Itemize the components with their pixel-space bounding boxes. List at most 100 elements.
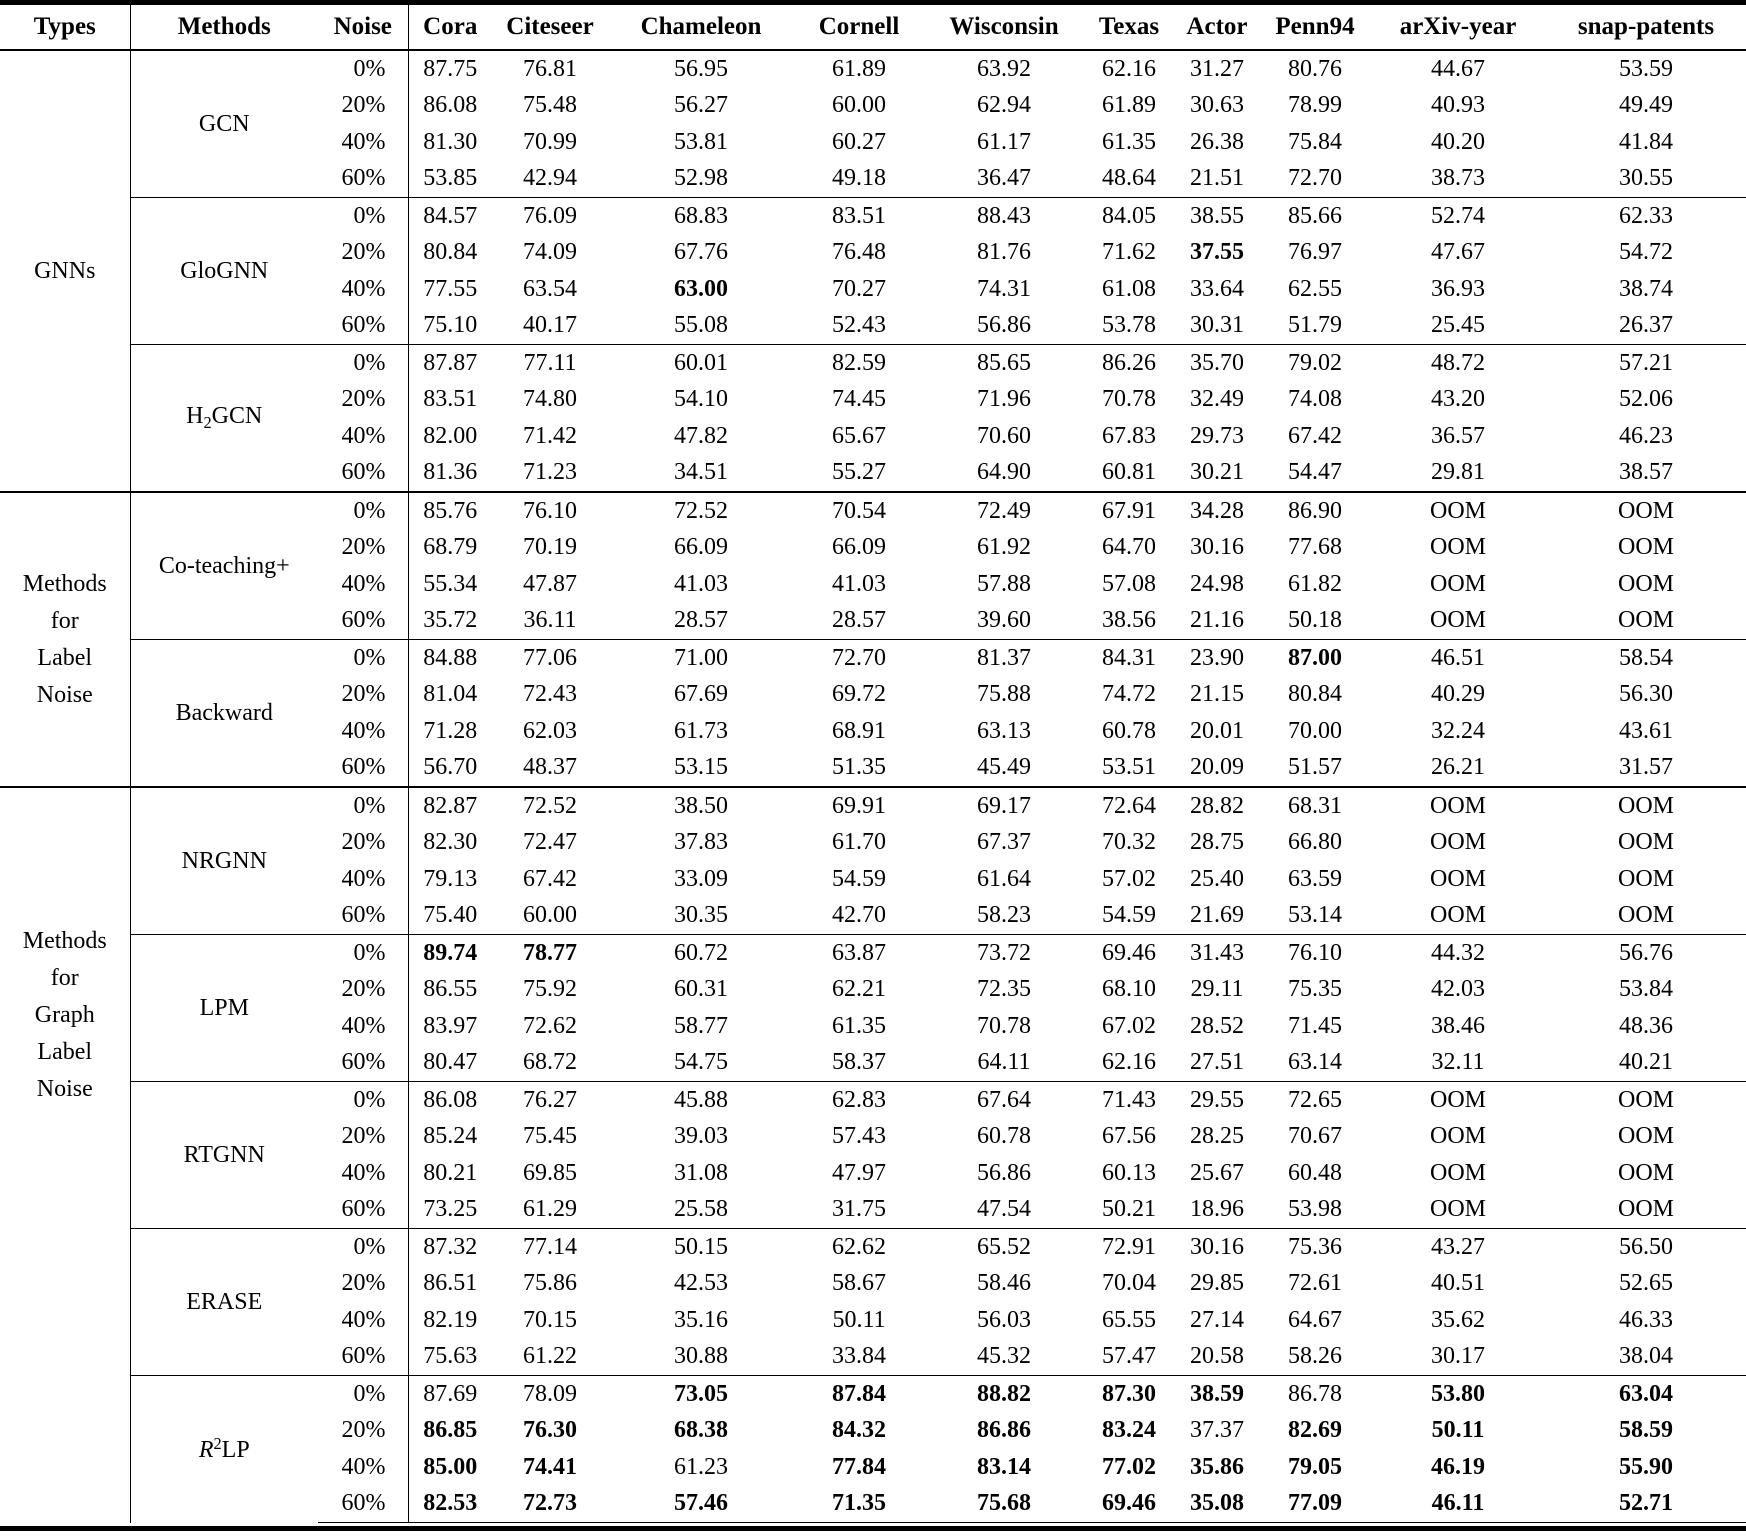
value-cell: 47.82: [674, 422, 728, 449]
value-cell: 58.46: [977, 1270, 1031, 1297]
noise-cell: 40%: [318, 566, 409, 603]
results-table: Types Methods Noise Cora Citeseer Chameleon Co…: [0, 5, 1746, 1523]
value-cell: 77.68: [1288, 534, 1342, 561]
column-header-citeseer: Citeseer: [492, 5, 608, 51]
value-cell: 61.35: [832, 1012, 886, 1039]
noise-cell: 20%: [318, 234, 409, 271]
value-cell: 26.38: [1190, 128, 1244, 155]
value-cell: 53.81: [674, 128, 728, 155]
value-cell: OOM: [1617, 534, 1674, 561]
table-row: Methods for Graph Label Noise NRGNN 0% 82.87 72.…: [0, 786, 1746, 1523]
value-cell: OOM: [1429, 1123, 1486, 1150]
value-cell: 28.57: [674, 607, 728, 634]
value-cell: 83.14: [977, 1453, 1031, 1480]
value-cell: 70.00: [1288, 717, 1342, 744]
value-cell: 71.42: [523, 422, 577, 449]
value-cell: 51.57: [1288, 754, 1342, 781]
value-cell: 20.58: [1190, 1343, 1244, 1370]
value-cell: 80.84: [1288, 681, 1342, 708]
value-cell: 67.64: [924, 1081, 1084, 1119]
value-cell: 60.00: [523, 902, 577, 929]
value-cell: 41.03: [674, 570, 728, 597]
noise-cell: 0%: [318, 491, 409, 530]
value-cell: 57.08: [1102, 570, 1156, 597]
value-cell: 48.72: [1370, 344, 1546, 382]
value-cell: 31.43: [1174, 934, 1260, 972]
value-cell: 72.73: [492, 1485, 608, 1523]
table-row: 20% 82.30 72.47 37.83 61.70 67.37 70.32 28.75 66…: [0, 824, 1746, 861]
value-cell: 84.57: [408, 197, 492, 235]
value-cell: 30.63: [1190, 92, 1244, 119]
noise-cell: 40%: [318, 1302, 409, 1339]
column-header-arxiv-year: arXiv-year: [1370, 5, 1546, 51]
value-cell: 70.67: [1288, 1123, 1342, 1150]
value-cell: 55.27: [832, 459, 886, 486]
value-cell: 71.35: [794, 1485, 924, 1523]
value-cell: 64.90: [977, 459, 1031, 486]
value-cell: 31.08: [674, 1159, 728, 1186]
column-header-actor: Actor: [1174, 5, 1260, 51]
value-cell: 46.19: [1431, 1453, 1485, 1480]
value-cell: 20.01: [1190, 717, 1244, 744]
value-cell: 68.38: [674, 1417, 728, 1444]
method-name-part: ERASE: [186, 1288, 263, 1315]
value-cell: OOM: [1370, 1081, 1546, 1119]
column-header-texas: Texas: [1084, 5, 1174, 51]
value-cell: 45.49: [977, 754, 1031, 781]
value-cell: 67.83: [1102, 422, 1156, 449]
method-cell: H2GCN: [130, 344, 318, 492]
value-cell: 78.09: [492, 1375, 608, 1413]
method-cell: GCN: [130, 50, 318, 198]
value-cell: 62.83: [794, 1081, 924, 1119]
noise-cell: 0%: [318, 1375, 409, 1413]
noise-cell: 40%: [318, 271, 409, 308]
value-cell: OOM: [1617, 865, 1674, 892]
value-cell: 74.08: [1288, 386, 1342, 413]
value-cell: 47.97: [832, 1159, 886, 1186]
value-cell: 50.21: [1102, 1196, 1156, 1223]
value-cell: 86.08: [423, 92, 478, 119]
value-cell: 44.32: [1370, 934, 1546, 972]
table-row: RTGNN 0% 86.08 76.27 45.88 62.83 67.64 71.43 29.…: [0, 1081, 1746, 1229]
value-cell: 60.48: [1288, 1159, 1342, 1186]
value-cell: 46.11: [1370, 1485, 1546, 1523]
noise-cell: 60%: [318, 897, 409, 935]
value-cell: 61.73: [674, 717, 728, 744]
value-cell: 86.26: [1084, 344, 1174, 382]
value-cell: 75.86: [523, 1270, 577, 1297]
type-label-line: for: [50, 965, 79, 991]
value-cell: 30.16: [1190, 534, 1244, 561]
value-cell: 56.50: [1546, 1228, 1746, 1266]
value-cell: 85.66: [1260, 197, 1370, 235]
table-row: 60% 75.63 61.22 30.88 33.84 45.32 57.47 20.58 58…: [0, 1338, 1746, 1376]
value-cell: 42.70: [832, 902, 886, 929]
noise-cell: 20%: [318, 87, 409, 124]
value-cell: OOM: [1617, 902, 1674, 929]
value-cell: 71.45: [1288, 1012, 1342, 1039]
value-cell: 74.45: [832, 386, 886, 413]
noise-cell: 60%: [318, 160, 409, 198]
value-cell: 74.72: [1102, 681, 1156, 708]
value-cell: 72.61: [1288, 1270, 1342, 1297]
method-name-part: GloGNN: [180, 257, 269, 284]
type-group-cell: Methods for Graph Label Noise: [0, 786, 131, 1523]
value-cell: 66.09: [832, 534, 886, 561]
value-cell: 60.72: [608, 934, 794, 972]
type-label-line: Methods: [22, 928, 107, 954]
type-group-cell: GNNs: [0, 50, 131, 492]
noise-cell: 0%: [318, 197, 409, 235]
method-name-part: RTGNN: [183, 1141, 265, 1168]
value-cell: 28.52: [1190, 1012, 1244, 1039]
value-cell: 71.28: [423, 717, 478, 744]
value-cell: OOM: [1429, 865, 1486, 892]
table-row: LPM 0% 89.74 78.77 60.72 63.87 73.72 69.46 31.43…: [0, 934, 1746, 1082]
value-cell: 38.74: [1619, 275, 1673, 302]
value-cell: 80.47: [423, 1049, 478, 1076]
value-cell: 71.00: [608, 639, 794, 677]
value-cell: 60.27: [832, 128, 886, 155]
value-cell: OOM: [1370, 786, 1546, 825]
noise-cell: 40%: [318, 1008, 409, 1045]
value-cell: 55.34: [423, 570, 478, 597]
value-cell: 63.13: [977, 717, 1031, 744]
value-cell: 74.09: [523, 239, 577, 266]
